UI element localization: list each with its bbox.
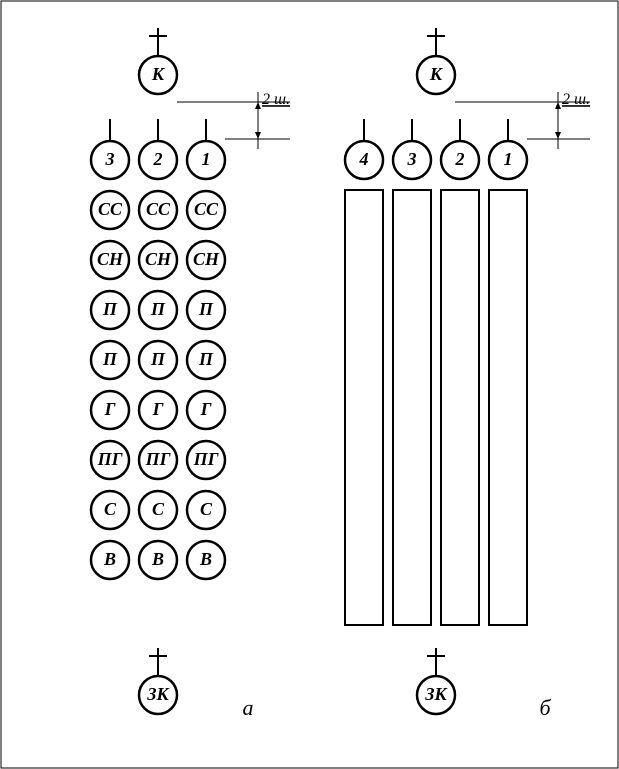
dim-arrowhead xyxy=(255,102,261,109)
col-head-b-3-label: 1 xyxy=(504,149,513,169)
cell-a-3-0-label: П xyxy=(102,349,118,369)
zk-node-a-label: ЗК xyxy=(146,684,170,704)
cell-a-2-2-label: П xyxy=(198,299,214,319)
panel-label-b: б xyxy=(539,695,551,720)
cell-a-4-0-label: Г xyxy=(104,399,116,419)
cell-a-7-0-label: В xyxy=(103,549,116,569)
col-head-b-1-label: 3 xyxy=(407,149,417,169)
panel-label-a: а xyxy=(243,695,254,720)
cell-a-6-0-label: С xyxy=(104,499,117,519)
dim-arrowhead xyxy=(255,132,261,139)
col-rect-b-1 xyxy=(393,190,431,625)
col-head-b-0-label: 4 xyxy=(359,149,369,169)
cell-a-2-1-label: П xyxy=(150,299,166,319)
col-head-a-2-label: 1 xyxy=(202,149,211,169)
col-head-a-1-label: 2 xyxy=(153,149,163,169)
cell-a-6-1-label: С xyxy=(152,499,165,519)
cell-a-0-0-label: СС xyxy=(98,199,123,219)
dim-arrowhead xyxy=(555,102,561,109)
zk-node-b-label: ЗК xyxy=(424,684,448,704)
cell-a-1-0-label: СН xyxy=(97,249,124,269)
col-rect-b-3 xyxy=(489,190,527,625)
cell-a-1-2-label: СН xyxy=(193,249,220,269)
k-node-b-label: К xyxy=(429,64,444,84)
col-head-a-0-label: 3 xyxy=(105,149,115,169)
col-rect-b-2 xyxy=(441,190,479,625)
col-rect-b-0 xyxy=(345,190,383,625)
k-node-a-label: К xyxy=(151,64,166,84)
cell-a-6-2-label: С xyxy=(200,499,213,519)
cell-a-7-2-label: В xyxy=(199,549,212,569)
dim-label-a: 2 ш. xyxy=(262,91,290,108)
cell-a-5-2-label: ПГ xyxy=(193,449,219,469)
cell-a-0-2-label: СС xyxy=(194,199,219,219)
dim-arrowhead xyxy=(555,132,561,139)
cell-a-4-1-label: Г xyxy=(152,399,164,419)
cell-a-5-0-label: ПГ xyxy=(97,449,123,469)
cell-a-0-1-label: СС xyxy=(146,199,171,219)
cell-a-2-0-label: П xyxy=(102,299,118,319)
cell-a-7-1-label: В xyxy=(151,549,164,569)
frame xyxy=(1,1,618,768)
cell-a-3-2-label: П xyxy=(198,349,214,369)
cell-a-5-1-label: ПГ xyxy=(145,449,171,469)
dim-label-b: 2 ш. xyxy=(562,91,590,108)
cell-a-4-2-label: Г xyxy=(200,399,212,419)
cell-a-3-1-label: П xyxy=(150,349,166,369)
cell-a-1-1-label: СН xyxy=(145,249,172,269)
col-head-b-2-label: 2 xyxy=(455,149,465,169)
